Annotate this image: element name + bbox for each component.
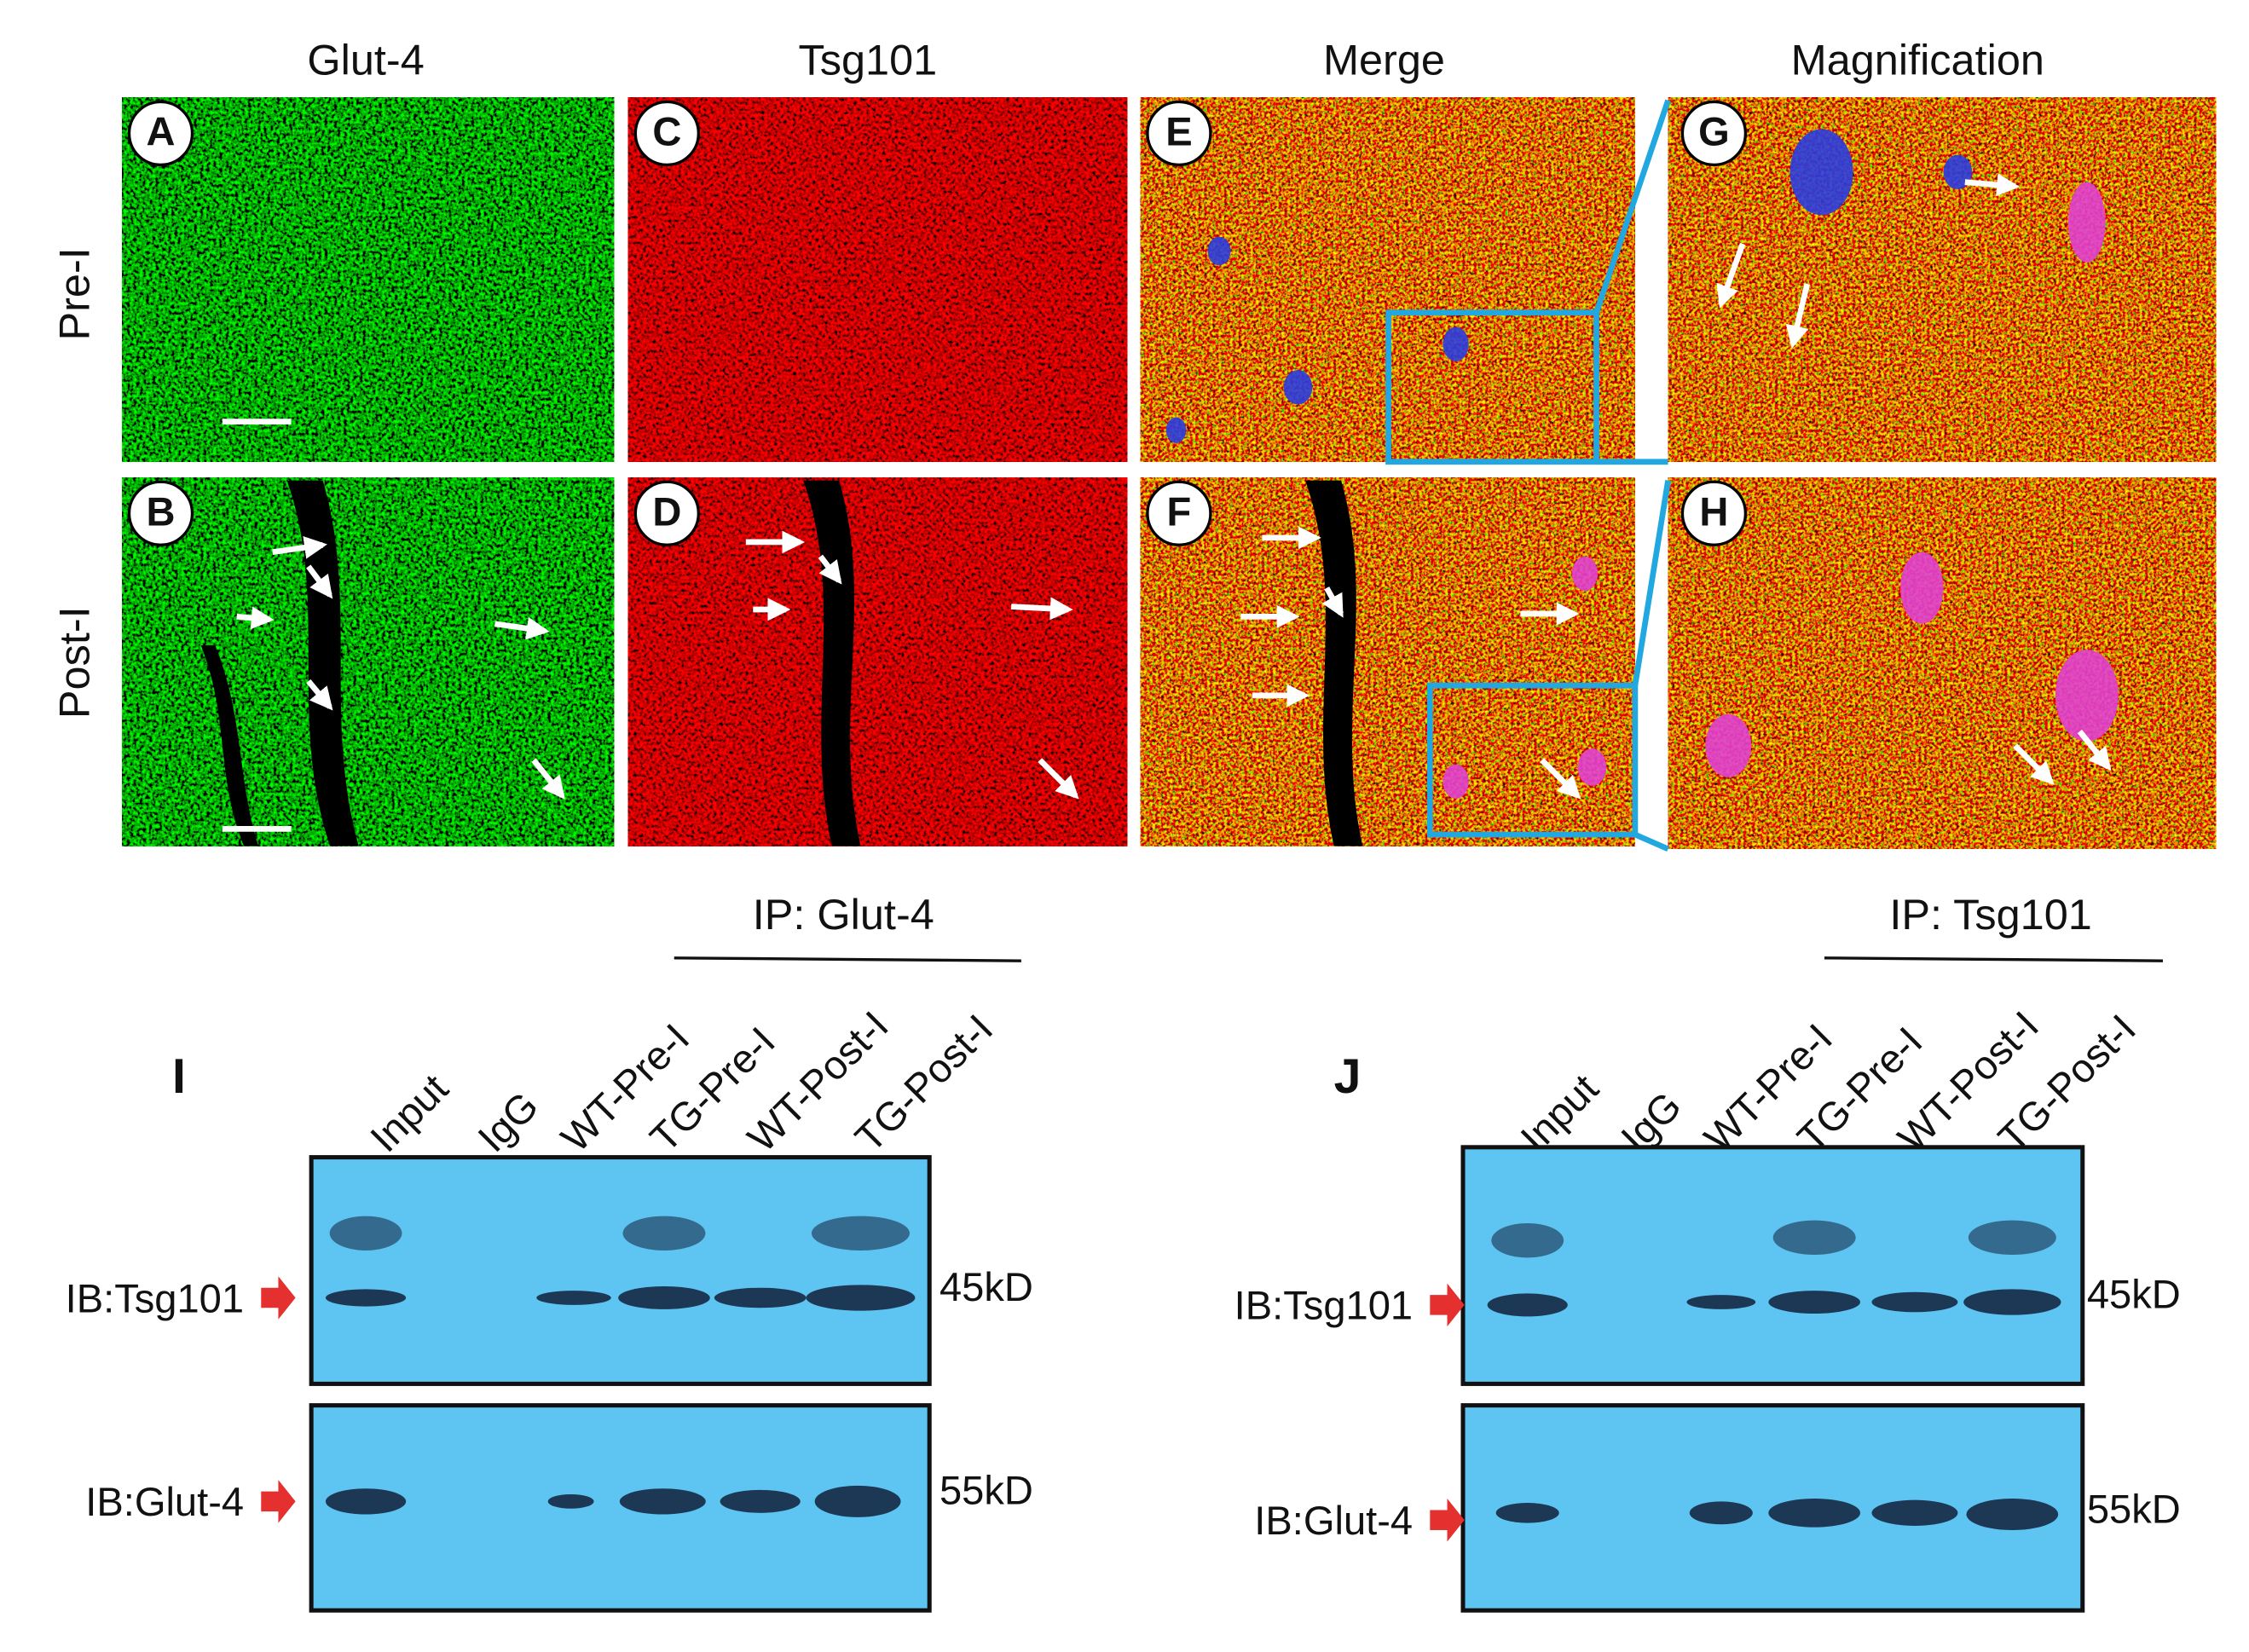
band [325, 1488, 407, 1515]
blot-membrane [1460, 1145, 2085, 1386]
band [1871, 1499, 1958, 1526]
ib-label: IB:Tsg101 [1234, 1283, 1413, 1328]
band [329, 1216, 402, 1251]
blot-letter: I [172, 1049, 186, 1104]
lane-label: IgG [469, 1083, 546, 1160]
band [1686, 1295, 1756, 1309]
column-header: Merge [1323, 35, 1445, 84]
panel-letter: D [652, 488, 681, 534]
column-header: Tsg101 [799, 35, 938, 84]
ip-label: IP: Tsg101 [1889, 890, 2091, 939]
column-header: Magnification [1791, 35, 2044, 84]
band [1968, 1220, 2056, 1256]
size-label: 45kD [939, 1264, 1033, 1309]
band [1966, 1498, 2059, 1531]
panel-letter: A [146, 109, 175, 154]
row-label: Pre-I [49, 247, 98, 340]
band [325, 1289, 407, 1307]
ip-line [1824, 956, 2163, 962]
band [619, 1488, 706, 1515]
band [1871, 1291, 1958, 1313]
band [1772, 1220, 1856, 1256]
band [1491, 1222, 1564, 1258]
size-label: 55kD [2087, 1487, 2181, 1532]
band [618, 1286, 710, 1309]
band [1963, 1289, 2061, 1315]
band [811, 1216, 910, 1251]
panel-letter: C [652, 109, 681, 154]
band [1487, 1293, 1568, 1317]
row-label: Post-I [49, 606, 98, 719]
blot-letter: J [1334, 1049, 1362, 1104]
band [720, 1489, 801, 1513]
pointer-arrow [1430, 1283, 1465, 1327]
band [536, 1291, 611, 1305]
band [1768, 1291, 1861, 1314]
band [806, 1285, 916, 1311]
band [714, 1287, 807, 1308]
band [622, 1216, 706, 1251]
panel-letter: E [1165, 109, 1192, 154]
ib-label: IB:Tsg101 [66, 1275, 244, 1320]
band [547, 1493, 594, 1509]
ip-line [674, 956, 1021, 962]
micrographs [122, 97, 2217, 852]
panel-letters [127, 100, 1748, 546]
ib-label: IB:Glut-4 [1254, 1498, 1413, 1543]
panel-letter: F [1167, 488, 1192, 534]
blot-membrane [309, 1155, 932, 1386]
ip-label: IP: Glut-4 [753, 890, 934, 939]
lane-label: Input [361, 1066, 457, 1161]
pointer-arrow [261, 1276, 296, 1320]
band [1495, 1503, 1559, 1523]
ib-label: IB:Glut-4 [85, 1479, 244, 1524]
pointer-arrow [1430, 1498, 1465, 1542]
size-label: 45kD [2087, 1271, 2181, 1316]
band [814, 1485, 901, 1517]
pointer-arrow [261, 1480, 296, 1523]
size-label: 55kD [939, 1468, 1033, 1513]
panel-letter: H [1699, 488, 1728, 534]
band [1689, 1501, 1753, 1525]
panel-letter: G [1698, 109, 1730, 154]
band [1768, 1498, 1861, 1528]
panel-letter: B [146, 488, 175, 534]
column-header: Glut-4 [307, 35, 424, 84]
